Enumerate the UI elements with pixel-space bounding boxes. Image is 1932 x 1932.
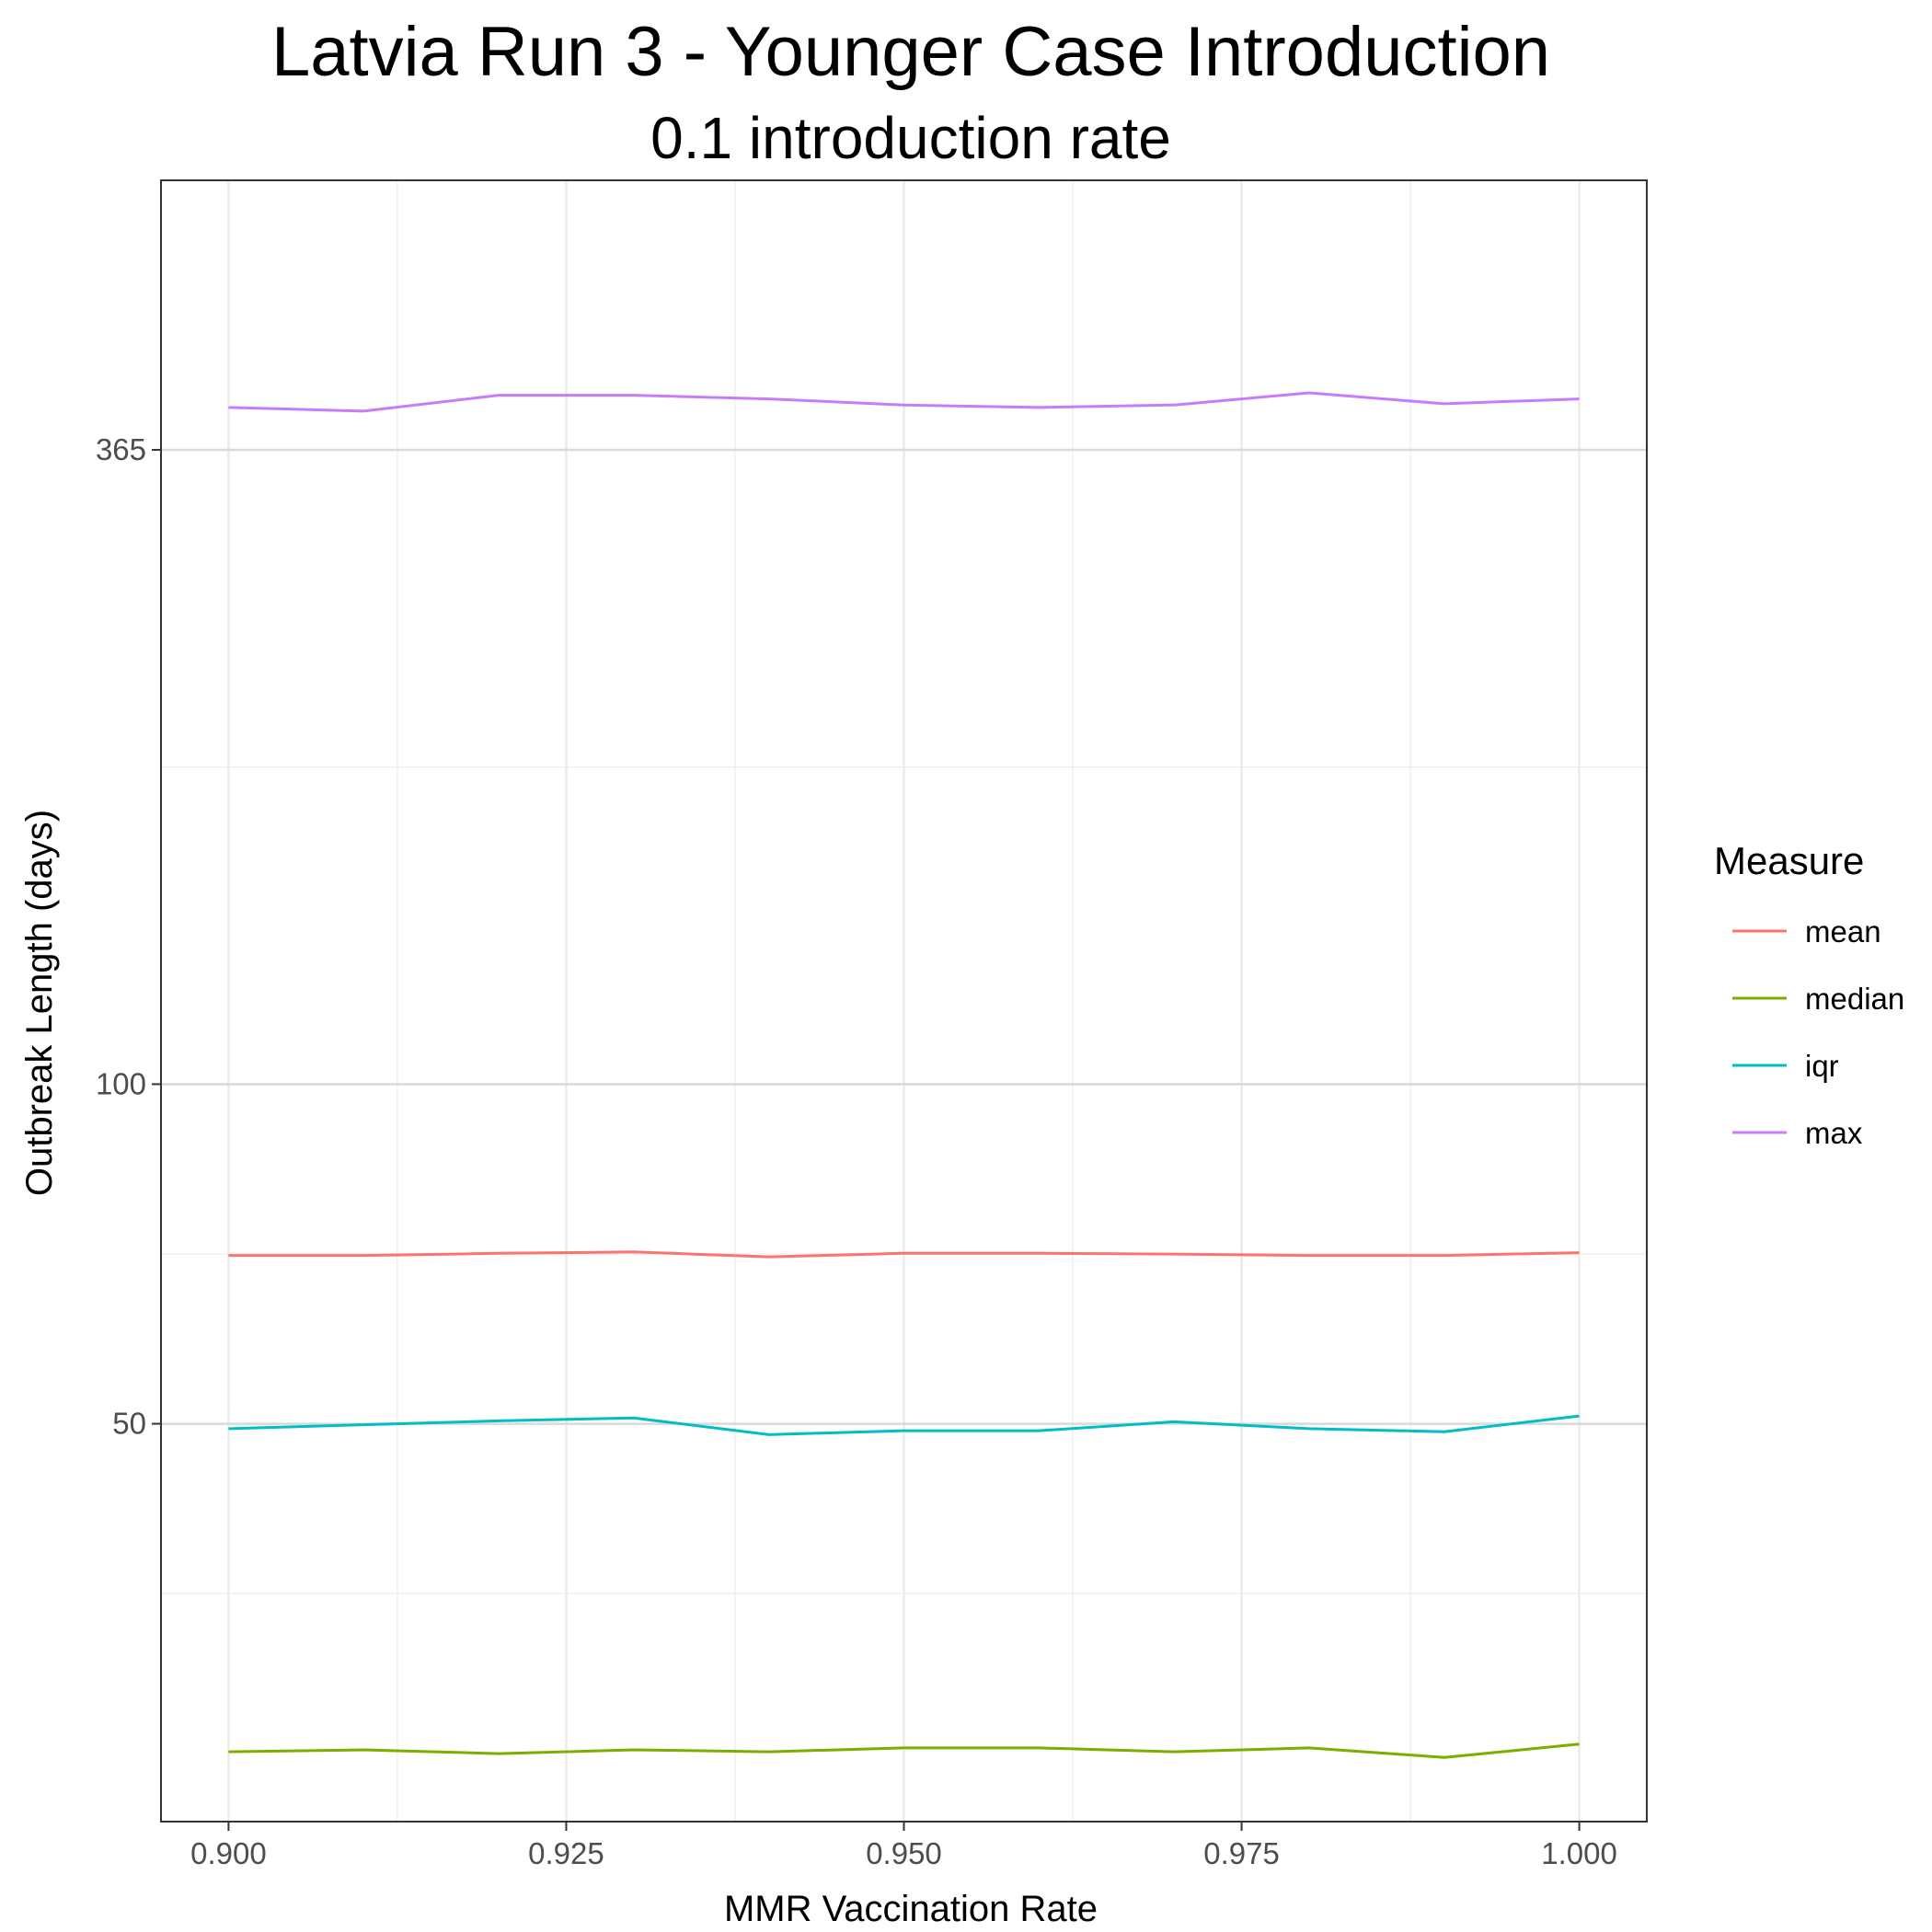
series-line-iqr [228, 1414, 1580, 1436]
x-tick-label: 0.925 [528, 1836, 604, 1870]
x-axis: 0.900 0.925 0.950 0.975 1.000 [190, 1822, 1617, 1870]
y-tick-label: 50 [112, 1407, 146, 1441]
y-axis-title: Outbreak Length (days) [19, 810, 60, 1196]
legend-label: median [1805, 982, 1904, 1016]
series-lines [228, 391, 1580, 1759]
x-axis-title: MMR Vaccination Rate [724, 1889, 1098, 1929]
legend-item-median: median [1732, 982, 1904, 1016]
legend-label: iqr [1805, 1049, 1839, 1083]
legend-title: Measure [1714, 839, 1864, 882]
major-gridlines [161, 180, 1647, 1822]
chart-subtitle: 0.1 introduction rate [650, 105, 1171, 171]
y-tick-label: 100 [96, 1066, 146, 1100]
y-tick-label: 365 [96, 432, 146, 466]
series-line-mean [228, 1250, 1580, 1259]
legend-item-mean: mean [1732, 914, 1881, 949]
x-tick-label: 0.900 [190, 1836, 267, 1870]
x-tick-label: 1.000 [1541, 1836, 1617, 1870]
series-line-max [228, 391, 1580, 413]
legend-item-iqr: iqr [1732, 1049, 1839, 1083]
x-tick-label: 0.950 [866, 1836, 942, 1870]
y-axis: 50 100 365 [96, 432, 161, 1441]
legend-item-max: max [1732, 1116, 1863, 1150]
x-tick-label: 0.975 [1203, 1836, 1280, 1870]
legend-label: mean [1805, 914, 1881, 949]
series-line-median [228, 1742, 1580, 1759]
legend-label: max [1805, 1116, 1863, 1150]
legend: Measure mean median iqr max [1714, 839, 1904, 1150]
chart-title: Latvia Run 3 - Younger Case Introduction [271, 13, 1550, 91]
